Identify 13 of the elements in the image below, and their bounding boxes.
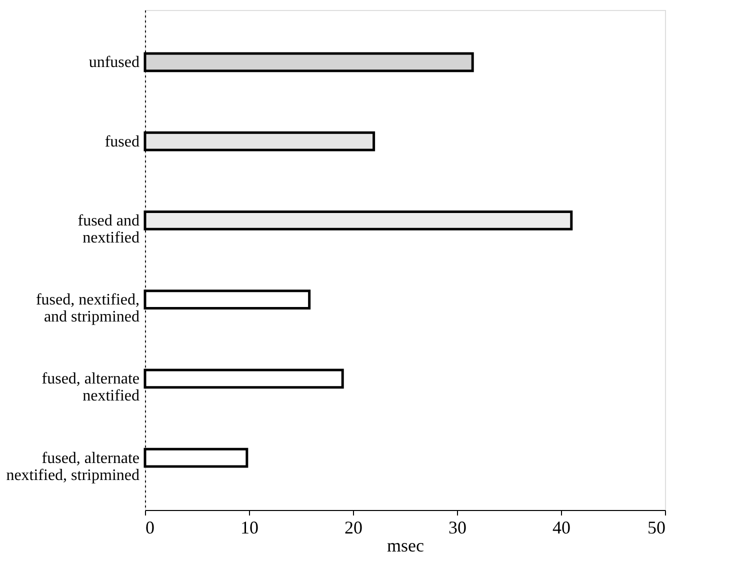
x-tick-label: 10: [240, 518, 258, 538]
x-tick-label: 40: [552, 518, 570, 538]
x-axis-title: msec: [387, 536, 424, 556]
x-tick-label: 0: [146, 518, 154, 538]
y-tick-label: fused, alternate nextified: [42, 370, 140, 405]
x-tick-label: 30: [448, 518, 466, 538]
y-tick-label: fused: [104, 133, 140, 150]
y-tick-label: fused, nextified, and stripmined: [36, 292, 140, 326]
y-tick-label: fused, alternate nextified, stripmined: [6, 450, 140, 484]
y-tick-label: fused and nextified: [78, 212, 140, 246]
x-tick-label: 20: [344, 518, 362, 538]
y-tick-label: unfused: [88, 54, 140, 72]
x-tick-label: 50: [648, 518, 666, 538]
